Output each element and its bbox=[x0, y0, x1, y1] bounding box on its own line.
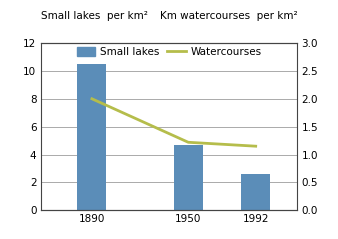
Bar bbox=[241, 174, 270, 210]
Bar bbox=[174, 146, 203, 210]
Text: Km watercourses  per km²: Km watercourses per km² bbox=[160, 11, 297, 21]
Legend: Small lakes, Watercourses: Small lakes, Watercourses bbox=[75, 45, 263, 59]
Bar bbox=[77, 64, 106, 210]
Text: Small lakes  per km²: Small lakes per km² bbox=[41, 11, 147, 21]
